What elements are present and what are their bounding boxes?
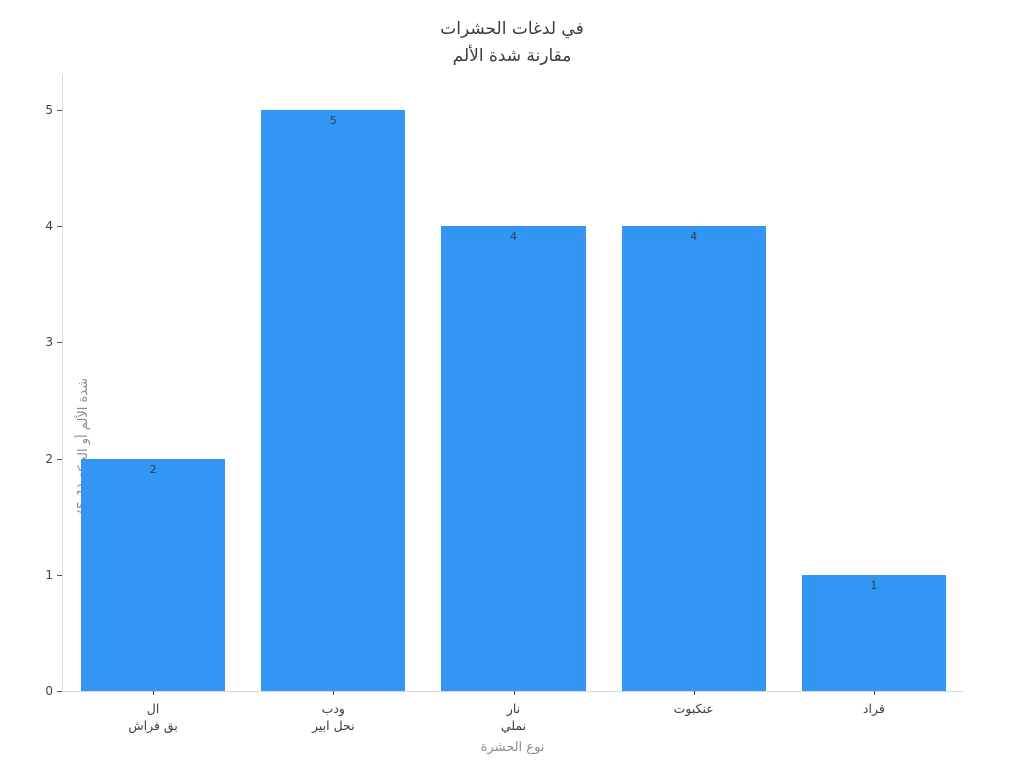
y-tick-mark-0 bbox=[57, 691, 62, 692]
y-tick-mark-1 bbox=[57, 575, 62, 576]
x-tick-label-line: ودب bbox=[321, 701, 345, 716]
x-tick-label-line: قراد bbox=[862, 701, 885, 716]
x-tick-label-0: ال بق فراش bbox=[128, 700, 177, 734]
x-tick-label-4: قراد bbox=[863, 700, 885, 717]
bar-4 bbox=[801, 575, 946, 691]
bar-value-label-0: 2 bbox=[149, 463, 157, 476]
x-tick-label-line: بق فراش bbox=[128, 718, 178, 733]
x-tick-mark-4 bbox=[873, 691, 875, 695]
y-tick-label-1: 1 bbox=[45, 568, 53, 582]
y-tick-label-3: 3 bbox=[45, 335, 53, 349]
bar-value-label-3: 4 bbox=[690, 230, 698, 243]
y-tick-label-4: 4 bbox=[45, 219, 53, 233]
x-tick-mark-2 bbox=[513, 691, 515, 695]
chart-title-line1: في لدغات الحشرات bbox=[440, 19, 584, 39]
x-tick-label-line: نملي bbox=[500, 718, 527, 733]
x-tick-label-line: نحل ابير bbox=[311, 718, 355, 733]
x-tick-mark-1 bbox=[333, 691, 335, 695]
bar-3 bbox=[621, 226, 766, 691]
x-tick-label-line: عنكبوت bbox=[673, 701, 714, 716]
bar-2 bbox=[441, 226, 586, 691]
chart-title: في لدغات الحشرات مقارنة شدة الألم bbox=[0, 16, 1024, 70]
chart-title-line2: مقارنة شدة الألم bbox=[452, 46, 572, 66]
x-tick-mark-3 bbox=[693, 691, 695, 695]
x-tick-label-3: عنكبوت bbox=[674, 700, 714, 717]
bar-0 bbox=[81, 459, 226, 691]
bar-value-label-2: 4 bbox=[510, 230, 517, 243]
y-tick-label-0: 0 bbox=[45, 684, 53, 698]
y-tick-label-5: 5 bbox=[45, 103, 53, 117]
y-tick-mark-2 bbox=[57, 459, 62, 460]
x-tick-label-line: ال bbox=[146, 701, 160, 716]
y-tick-label-2: 2 bbox=[45, 452, 53, 466]
bar-value-label-4: 1 bbox=[870, 579, 878, 592]
x-tick-label-2: نار نملي bbox=[501, 700, 526, 734]
y-tick-mark-4 bbox=[57, 226, 62, 227]
bar-1 bbox=[261, 110, 406, 691]
x-axis-title: نوع الحشرة bbox=[480, 740, 545, 755]
x-tick-label-1: ودب نحل ابير bbox=[312, 700, 355, 734]
x-tick-label-line: نار bbox=[506, 701, 521, 716]
y-tick-mark-3 bbox=[57, 342, 62, 343]
y-tick-mark-5 bbox=[57, 110, 62, 111]
bar-value-label-1: 5 bbox=[329, 114, 337, 127]
x-tick-mark-0 bbox=[153, 691, 155, 695]
